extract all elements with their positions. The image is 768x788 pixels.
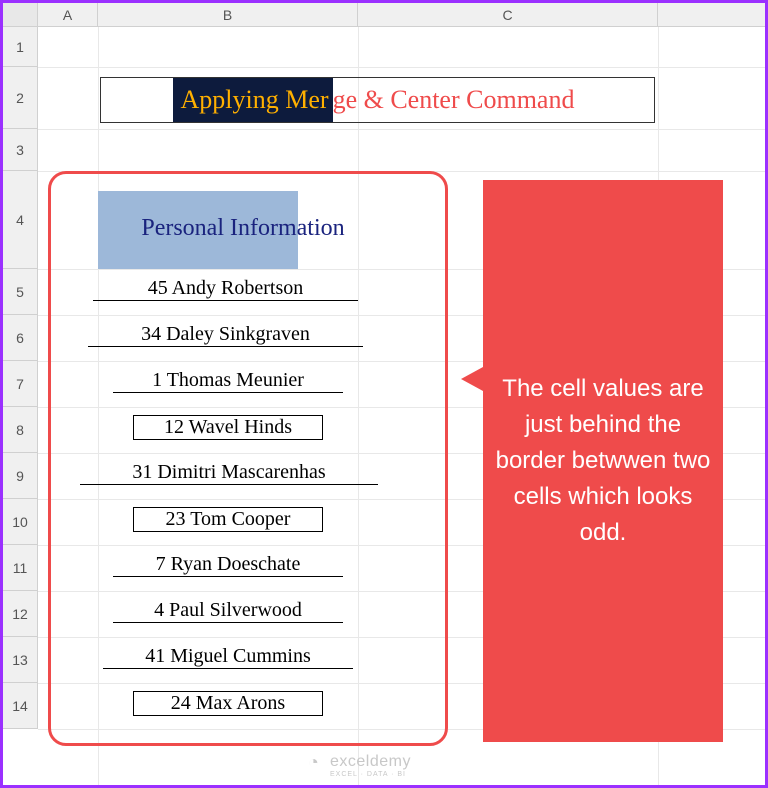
row-header-3[interactable]: 3 bbox=[3, 129, 38, 171]
data-row-5[interactable]: 31 Dimitri Mascarenhas bbox=[80, 461, 378, 485]
row-headers: 1 2 3 4 5 6 7 8 9 10 11 12 13 14 bbox=[3, 27, 38, 729]
data-row-4[interactable]: 12 Wavel Hinds bbox=[133, 415, 323, 440]
row-header-7[interactable]: 7 bbox=[3, 361, 38, 407]
data-row-9[interactable]: 41 Miguel Cummins bbox=[103, 645, 353, 669]
row-header-11[interactable]: 11 bbox=[3, 545, 38, 591]
watermark-subtext: EXCEL · DATA · BI bbox=[330, 771, 406, 778]
watermark-text: exceldemy bbox=[330, 753, 411, 771]
data-row-3[interactable]: 1 Thomas Meunier bbox=[113, 369, 343, 393]
col-header-a[interactable]: A bbox=[38, 3, 98, 26]
row-header-6[interactable]: 6 bbox=[3, 315, 38, 361]
row-header-5[interactable]: 5 bbox=[3, 269, 38, 315]
row-header-12[interactable]: 12 bbox=[3, 591, 38, 637]
spreadsheet-grid: A B C 1 2 3 4 5 6 7 8 9 10 11 12 13 14 bbox=[3, 3, 765, 785]
row-header-10[interactable]: 10 bbox=[3, 499, 38, 545]
col-header-b[interactable]: B bbox=[98, 3, 358, 26]
row-header-13[interactable]: 13 bbox=[3, 637, 38, 683]
callout-text: The cell values are just behind the bord… bbox=[495, 371, 711, 551]
data-row-10[interactable]: 24 Max Arons bbox=[133, 691, 323, 716]
title-text-2: ge & Center Command bbox=[333, 78, 583, 122]
section-header[interactable]: Personal Information bbox=[98, 215, 388, 242]
column-headers: A B C bbox=[3, 3, 765, 27]
watermark-icon: ◔ bbox=[308, 752, 319, 773]
gridline bbox=[38, 129, 765, 130]
row-header-8[interactable]: 8 bbox=[3, 407, 38, 453]
select-all-corner[interactable] bbox=[3, 3, 38, 26]
data-row-8[interactable]: 4 Paul Silverwood bbox=[113, 599, 343, 623]
row-header-4[interactable]: 4 bbox=[3, 171, 38, 269]
data-row-2[interactable]: 34 Daley Sinkgraven bbox=[88, 323, 363, 347]
row-header-14[interactable]: 14 bbox=[3, 683, 38, 729]
title-text-1: Applying Mer bbox=[173, 78, 333, 122]
cells-area[interactable]: Applying Mer ge & Center Command Persona… bbox=[38, 27, 765, 785]
data-row-7[interactable]: 7 Ryan Doeschate bbox=[113, 553, 343, 577]
data-row-6[interactable]: 23 Tom Cooper bbox=[133, 507, 323, 532]
row-header-9[interactable]: 9 bbox=[3, 453, 38, 499]
title-cell[interactable]: Applying Mer ge & Center Command bbox=[100, 77, 655, 123]
gridline bbox=[38, 67, 765, 68]
callout-box: The cell values are just behind the bord… bbox=[483, 180, 723, 742]
data-row-1[interactable]: 45 Andy Robertson bbox=[93, 277, 358, 301]
col-header-c[interactable]: C bbox=[358, 3, 658, 26]
row-header-1[interactable]: 1 bbox=[3, 27, 38, 67]
callout-arrow-icon bbox=[461, 367, 483, 391]
row-header-2[interactable]: 2 bbox=[3, 67, 38, 129]
